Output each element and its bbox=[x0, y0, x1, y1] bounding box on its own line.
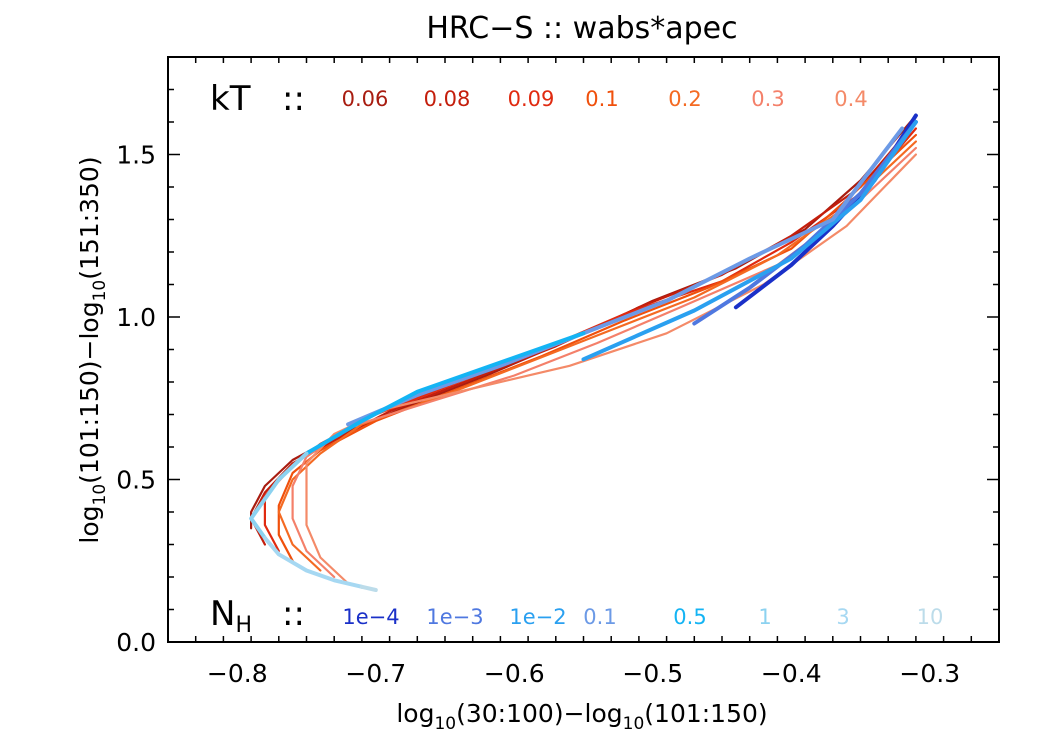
x-tick-label: −0.3 bbox=[899, 659, 960, 688]
nh-legend-entry: 1e−2 bbox=[509, 605, 566, 629]
series-line-nh-0-5 bbox=[304, 331, 586, 456]
series-line-nh-10 bbox=[359, 584, 378, 592]
x-axis-label: log10(30:100)−log10(101:150) bbox=[396, 699, 767, 734]
kt-legend-entry: 0.09 bbox=[508, 87, 555, 111]
x-tick-label: −0.7 bbox=[345, 659, 406, 688]
nh-legend-entry: 1e−4 bbox=[342, 605, 399, 629]
nh-legend-separator: :: bbox=[282, 594, 305, 634]
series-line-nh-0-1 bbox=[346, 126, 905, 427]
y-tick-label: 1.5 bbox=[116, 141, 156, 170]
nh-legend-entry: 1e−3 bbox=[426, 605, 483, 629]
series-line-nh-1 bbox=[249, 451, 309, 540]
x-axis-label-pre: log bbox=[396, 699, 434, 728]
series-line-kt-0-1 bbox=[277, 133, 917, 562]
chart-title: HRC−S :: wabs*apec bbox=[426, 11, 737, 46]
y-axis-label-sub2: 10 bbox=[90, 280, 110, 302]
kt-legend-title: kT bbox=[210, 79, 251, 119]
x-axis-label-sub2: 10 bbox=[623, 714, 645, 734]
x-tick-label: −0.4 bbox=[761, 659, 822, 688]
y-axis-label-sub1: 10 bbox=[90, 484, 110, 506]
x-axis-label-post: (101:150) bbox=[644, 699, 767, 728]
y-axis-label: log10(101:150)−log10(151:350) bbox=[75, 156, 110, 543]
kt-legend-entry: 0.4 bbox=[834, 87, 867, 111]
nh-legend-title-main: N bbox=[210, 594, 235, 634]
x-axis-label-mid: (30:100)−log bbox=[456, 699, 623, 728]
kt-legend-entry: 0.2 bbox=[668, 87, 701, 111]
x-tick-label: −0.6 bbox=[484, 659, 545, 688]
y-axis-label-mid: (101:150)−log bbox=[75, 301, 104, 483]
kt-legend-entry: 0.06 bbox=[342, 87, 389, 111]
nh-legend-title-sub: H bbox=[235, 613, 252, 638]
ticks-layer: −0.8 −0.7 −0.6 −0.5 −0.4 −0.3 0.0 0.5 1.0 1.5 bbox=[116, 56, 1000, 688]
nh-legend-entry: 10 bbox=[917, 605, 944, 629]
x-axis-label-sub1: 10 bbox=[434, 714, 456, 734]
series-line-kt-0-06 bbox=[250, 114, 917, 530]
nh-legend-entry: 0.1 bbox=[583, 605, 616, 629]
nh-legend-title: NH bbox=[210, 594, 252, 638]
kt-legend-entry: 0.1 bbox=[585, 87, 618, 111]
y-axis-label-pre: log bbox=[75, 505, 104, 543]
nh-legend-entry: 1 bbox=[758, 605, 771, 629]
series-line-nh-3 bbox=[262, 536, 364, 589]
y-tick-label: 1.0 bbox=[116, 303, 156, 332]
y-tick-label: 0.5 bbox=[116, 466, 156, 495]
series-line-nh-1e-2 bbox=[581, 120, 918, 362]
kt-legend-items: 0.06 0.08 0.09 0.1 0.2 0.3 0.4 bbox=[342, 87, 868, 111]
x-tick-label: −0.8 bbox=[207, 659, 268, 688]
series-layer bbox=[249, 113, 918, 592]
kt-legend-separator: :: bbox=[282, 79, 305, 119]
kt-legend-entry: 0.3 bbox=[751, 87, 784, 111]
nh-legend-entry: 3 bbox=[836, 605, 849, 629]
kt-legend-entry: 0.08 bbox=[424, 87, 471, 111]
nh-legend-items: 1e−4 1e−3 1e−2 0.1 0.5 1 3 10 bbox=[342, 605, 943, 629]
nh-legend-entry: 0.5 bbox=[673, 605, 706, 629]
y-axis-label-post: (151:350) bbox=[75, 156, 104, 279]
series-line-kt-0-3 bbox=[291, 146, 917, 579]
y-tick-label: 0.0 bbox=[116, 628, 156, 657]
series-line-kt-0-09 bbox=[263, 127, 917, 553]
series-line-kt-0-08 bbox=[250, 120, 917, 546]
x-tick-label: −0.5 bbox=[622, 659, 683, 688]
